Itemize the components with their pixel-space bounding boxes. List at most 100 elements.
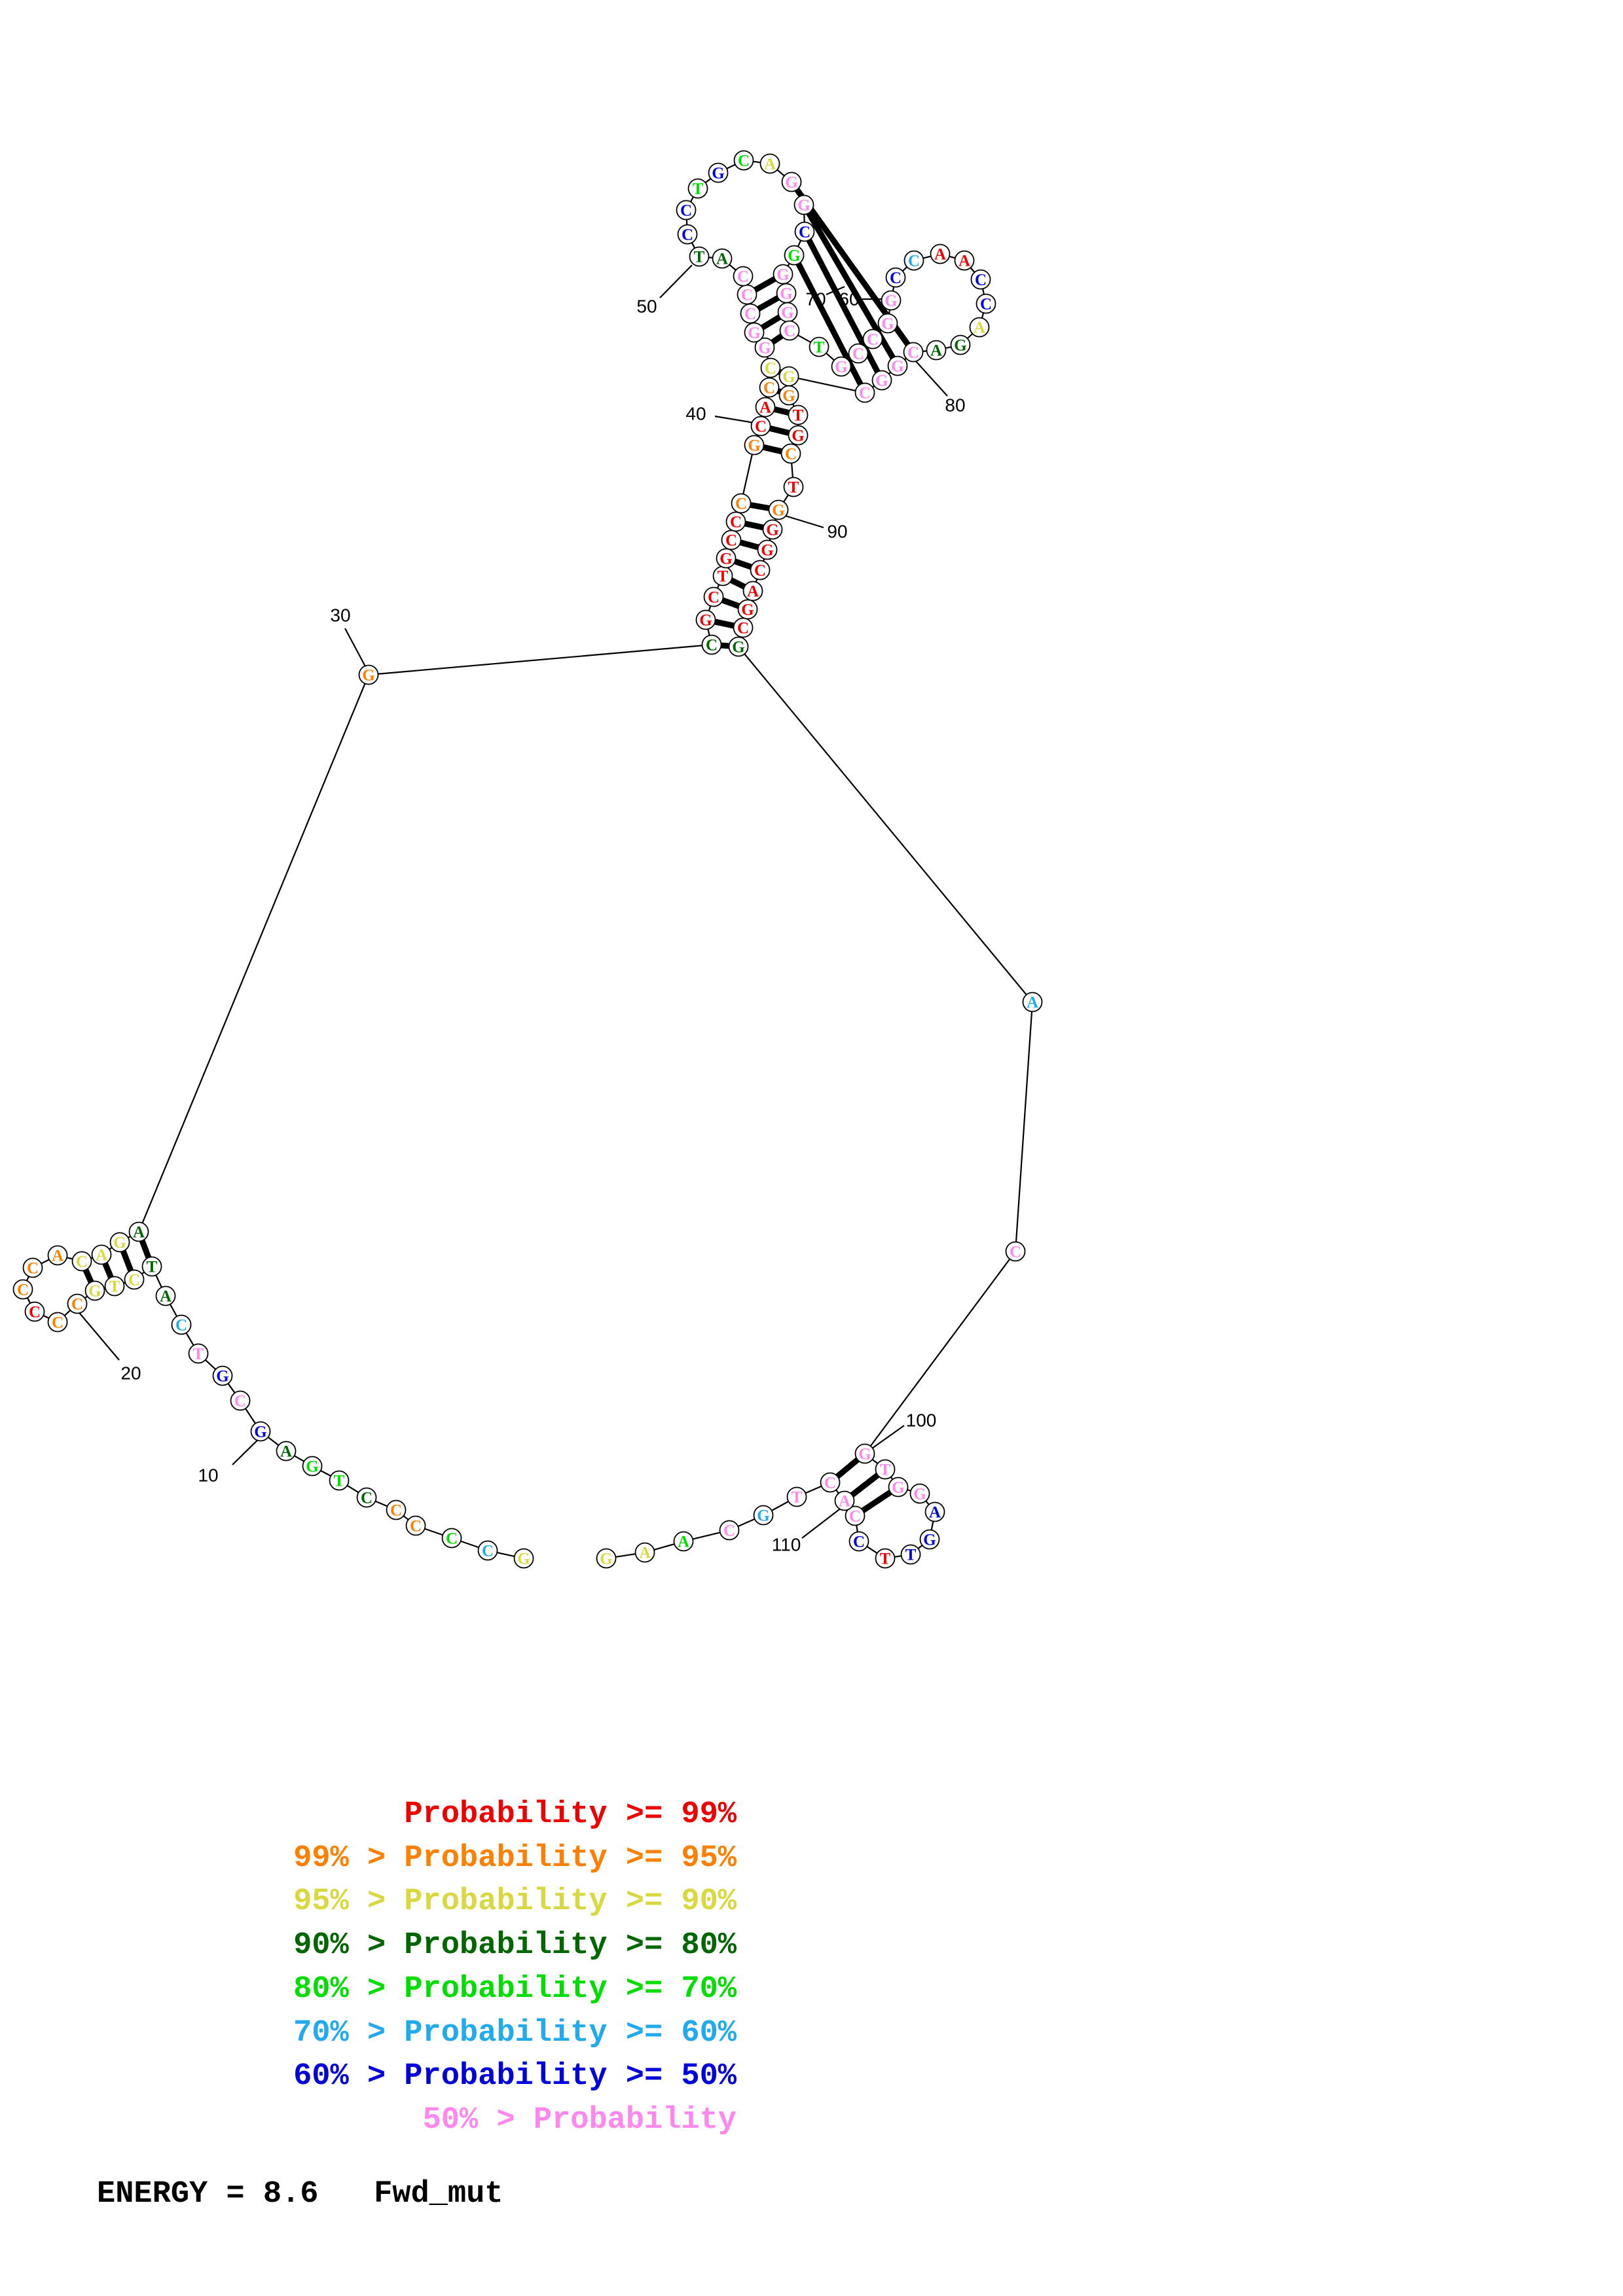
backbone-segment [615, 1553, 636, 1558]
nucleotide-letter: C [27, 1260, 39, 1278]
nucleotide-circle [887, 355, 908, 376]
base-pair-bond [139, 1238, 152, 1260]
nucleotide-circle [783, 476, 804, 497]
nucleotide-letter: C [682, 226, 693, 244]
nucleotide-letter: A [639, 1545, 651, 1562]
base-pair-bond [759, 314, 782, 331]
nucleotide-letter: C [824, 1475, 836, 1492]
nucleotide-circle [885, 267, 906, 288]
nucleotide-letter: C [1010, 1244, 1021, 1261]
nucleotide-letter: G [88, 1283, 101, 1300]
nucleotide-letter: T [905, 1547, 917, 1564]
nucleotide-circle [676, 200, 697, 221]
nucleotide-circle [854, 382, 875, 403]
nucleotide-circle [969, 317, 990, 338]
nucleotide-letter: C [17, 1282, 29, 1299]
nucleotide-letter: G [748, 437, 760, 455]
nucleotide-letter: G [254, 1424, 266, 1441]
nucleotide-letter: C [859, 385, 871, 403]
nucleotide-letter: G [785, 174, 797, 192]
nucleotide-letter: T [880, 1551, 891, 1568]
nucleotide-letter: G [881, 315, 894, 333]
nucleotide-circle [794, 221, 815, 242]
position-leader-line [73, 1305, 120, 1361]
nucleotide-letter: G [758, 340, 771, 357]
base-pair-bond [761, 444, 784, 455]
legend-row-7: 50% > Probability [422, 2103, 737, 2138]
nucleotide-circle [781, 171, 802, 192]
nucleotide-letter: T [793, 407, 804, 425]
nucleotide-letter: T [693, 181, 704, 198]
nucleotide-circle [250, 1421, 271, 1442]
nucleotide-circle [930, 243, 951, 264]
nucleotide-circle [212, 1365, 233, 1386]
nucleotide-letter: T [147, 1259, 158, 1276]
backbone-segment [691, 242, 696, 249]
nucleotide-circle [141, 1256, 162, 1277]
nucleotide-letter: G [954, 337, 966, 355]
nucleotide-circle [22, 1257, 43, 1278]
nucleotide-letter: C [799, 224, 811, 242]
probability-legend: Probability >= 99% 99% > Probability >= 9… [0, 1793, 1623, 2212]
base-pair-bond [82, 1268, 94, 1284]
nucleotide-circle [903, 342, 924, 363]
nucleotide-circle [831, 356, 852, 377]
legend-row-0: Probability >= 99% [404, 1797, 737, 1832]
nucleotide-letter: A [764, 156, 776, 173]
nucleotide-circle [84, 1280, 105, 1301]
nucleotide-letter: G [699, 612, 712, 630]
energy-line: ENERGY = 8.6 Fwd_mut [97, 2176, 503, 2212]
nucleotide-letter: A [759, 399, 771, 417]
position-label: 10 [198, 1465, 218, 1486]
backbone-segment [726, 164, 736, 170]
nucleotide-letter: G [732, 639, 744, 656]
nucleotide-circle [124, 1269, 145, 1290]
nucleotide-letter: G [712, 165, 724, 183]
nucleotide-letter: C [737, 268, 749, 286]
backbone-segment [869, 1258, 1011, 1447]
nucleotide-circle [881, 290, 902, 311]
nucleotide-circle [708, 162, 729, 183]
nucleotide-letter: G [782, 387, 795, 405]
nucleotide-letter: C [754, 562, 766, 580]
nucleotide-letter: T [334, 1473, 345, 1490]
backbone-segment [797, 377, 856, 392]
nucleotide-letter: C [234, 1393, 246, 1410]
nucleotide-circle [701, 634, 722, 655]
backbone-segment [805, 1485, 822, 1494]
backbone-segment [892, 287, 895, 291]
nucleotide-circle [954, 250, 975, 271]
base-pair-bond [770, 332, 784, 346]
nucleotide-circle [91, 1244, 112, 1265]
backbone-segment [169, 1304, 178, 1317]
nucleotide-circle [753, 1505, 774, 1526]
nucleotide-letter: T [109, 1278, 120, 1296]
base-pair-bond [743, 520, 765, 531]
nucleotide-letter: C [680, 202, 692, 220]
nucleotide-letter: G [781, 304, 793, 322]
backbone-segment [378, 645, 702, 675]
nucleotide-letter: G [782, 368, 795, 386]
nucleotide-circle [926, 340, 947, 361]
nucleotide-letter: T [880, 1462, 891, 1479]
backbone-segment [930, 1521, 934, 1530]
nucleotide-letter: C [784, 323, 795, 340]
backbone-segment [866, 1545, 878, 1554]
position-label: 70 [805, 289, 826, 310]
nucleotide-circle [47, 1312, 68, 1333]
nucleotide-letter: G [891, 358, 903, 376]
legend-row-2: 95% > Probability >= 90% [293, 1884, 737, 1920]
nucleotide-letter: G [216, 1368, 228, 1386]
nucleotide-circle [900, 1544, 921, 1565]
nucleotide-circle [24, 1301, 45, 1322]
base-pair-bond [753, 276, 777, 293]
nucleotide-letter: A [716, 251, 728, 268]
nucleotide-circle [888, 1477, 909, 1498]
nucleotide-letter: G [720, 550, 732, 568]
nucleotide-letter: A [1027, 994, 1038, 1012]
nucleotide-letter: C [975, 272, 987, 289]
nucleotide-circle [687, 178, 708, 199]
backbone-segment [43, 1315, 50, 1319]
nucleotide-circle [762, 519, 783, 540]
nucleotide-circle [768, 499, 789, 520]
